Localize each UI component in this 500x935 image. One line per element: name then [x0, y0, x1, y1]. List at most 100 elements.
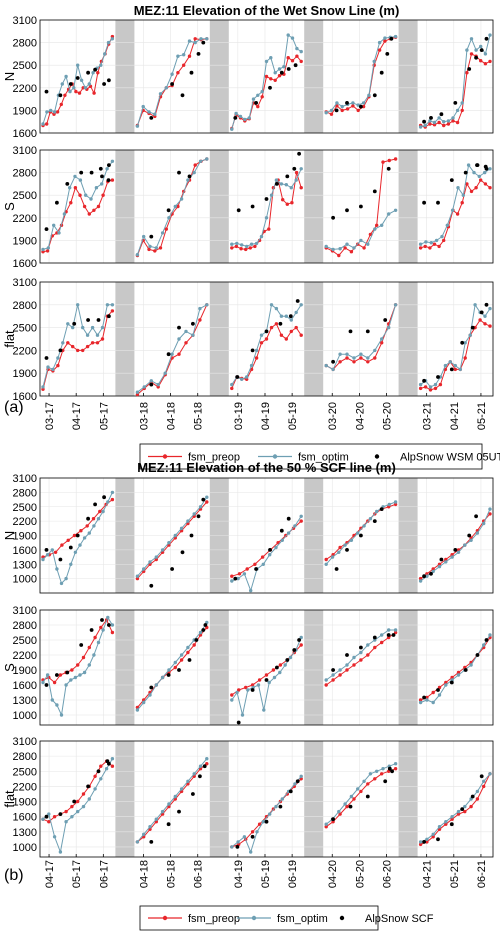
observation-point: [297, 638, 301, 642]
data-point-fsm_preop: [198, 318, 202, 322]
data-point-fsm_optim: [335, 101, 339, 105]
observation-point: [201, 628, 206, 632]
observation-point: [105, 759, 110, 764]
data-point-fsm_preop: [469, 189, 474, 194]
data-point-fsm_optim: [469, 663, 473, 667]
observation-point: [286, 516, 291, 521]
series-line-fsm_preop: [420, 53, 491, 128]
data-point-fsm_optim: [375, 509, 379, 514]
data-point-fsm_optim: [483, 170, 487, 175]
data-point-fsm_preop: [488, 186, 492, 190]
data-point-fsm_preop: [56, 363, 60, 368]
data-point-fsm_optim: [330, 555, 335, 559]
series-line-fsm_preop: [420, 179, 491, 249]
data-point-fsm_optim: [141, 104, 145, 109]
data-point-fsm_preop: [366, 653, 370, 657]
observation-point: [348, 329, 353, 334]
data-point-fsm_preop: [299, 59, 303, 64]
x-tick-label: 04-18: [166, 402, 178, 430]
data-point-fsm_optim: [85, 333, 90, 337]
observation-point: [422, 840, 426, 844]
data-point-fsm_optim: [282, 65, 286, 69]
y-tick-label: 1600: [13, 128, 37, 140]
data-point-fsm_preop: [176, 204, 180, 209]
data-point-fsm_optim: [193, 40, 197, 45]
data-gap-band: [398, 282, 418, 396]
observation-point: [58, 812, 63, 816]
data-point-fsm_optim: [372, 59, 376, 64]
observation-point: [386, 166, 391, 171]
data-point-fsm_optim: [387, 325, 391, 330]
data-point-fsm_preop: [70, 804, 74, 809]
observation-point: [474, 55, 478, 60]
data-point-fsm_preop: [431, 690, 435, 695]
data-point-fsm_preop: [294, 170, 299, 175]
series-line-fsm_optim: [420, 34, 491, 128]
data-point-fsm_preop: [433, 386, 438, 391]
data-point-fsm_optim: [41, 557, 45, 562]
data-point-fsm_preop: [338, 812, 342, 816]
observation-point: [236, 208, 241, 213]
data-point-fsm_optim: [268, 812, 272, 816]
data-point-fsm_preop: [244, 247, 248, 252]
series-line-fsm_optim: [137, 622, 208, 711]
data-point-fsm_optim: [475, 789, 480, 794]
data-point-fsm_optim: [50, 548, 54, 552]
observation-point: [86, 516, 90, 521]
observation-point: [279, 70, 284, 75]
data-point-fsm_optim: [453, 363, 457, 368]
data-point-fsm_optim: [69, 562, 73, 566]
legend-swatch-marker: [339, 915, 345, 921]
data-point-fsm_optim: [264, 59, 269, 64]
data-point-fsm_optim: [488, 306, 492, 311]
observation-point: [187, 658, 192, 662]
data-point-fsm_optim: [186, 645, 190, 650]
data-point-fsm_preop: [154, 557, 158, 562]
data-point-fsm_optim: [368, 772, 373, 776]
observation-point: [470, 794, 475, 799]
data-point-fsm_preop: [418, 842, 423, 847]
data-point-fsm_preop: [294, 325, 298, 330]
data-point-fsm_preop: [456, 812, 461, 816]
data-point-fsm_optim: [52, 835, 57, 839]
observation-point: [436, 200, 440, 205]
data-point-fsm_optim: [295, 46, 299, 51]
data-point-fsm_preop: [69, 201, 73, 205]
data-point-fsm_preop: [70, 668, 74, 672]
data-point-fsm_optim: [163, 371, 167, 375]
observation-point: [72, 321, 77, 326]
observation-point: [198, 774, 202, 779]
x-tick-label: 03-20: [327, 402, 339, 430]
data-point-fsm_optim: [192, 772, 196, 776]
data-point-fsm_preop: [488, 512, 492, 516]
y-tick-label: 1600: [13, 258, 37, 270]
data-point-fsm_optim: [205, 757, 209, 761]
data-point-fsm_preop: [135, 576, 140, 581]
data-point-fsm_optim: [87, 797, 92, 801]
data-point-fsm_optim: [352, 246, 356, 250]
data-point-fsm_preop: [478, 318, 482, 322]
axes-frame: [39, 281, 494, 397]
axes-frame: [39, 19, 494, 134]
data-point-fsm_optim: [488, 507, 492, 511]
data-point-fsm_optim: [106, 500, 110, 504]
data-point-fsm_preop: [418, 246, 423, 250]
data-point-fsm_optim: [274, 306, 279, 311]
y-tick-label: 3100: [13, 145, 37, 157]
data-point-fsm_optim: [259, 234, 264, 239]
data-point-fsm_optim: [444, 820, 448, 824]
data-point-fsm_preop: [230, 386, 234, 391]
observation-point: [372, 519, 377, 523]
data-point-fsm_preop: [361, 104, 366, 109]
observation-point: [383, 318, 388, 322]
data-point-fsm_optim: [68, 186, 72, 190]
data-point-fsm_preop: [483, 182, 488, 186]
data-point-fsm_preop: [343, 246, 347, 250]
data-point-fsm_preop: [237, 572, 242, 576]
data-point-fsm_preop: [239, 247, 243, 251]
data-point-fsm_preop: [345, 356, 349, 360]
data-point-fsm_preop: [74, 89, 78, 94]
data-point-fsm_optim: [261, 562, 265, 566]
series-line-fsm_optim: [231, 168, 302, 247]
observation-point: [365, 329, 370, 334]
